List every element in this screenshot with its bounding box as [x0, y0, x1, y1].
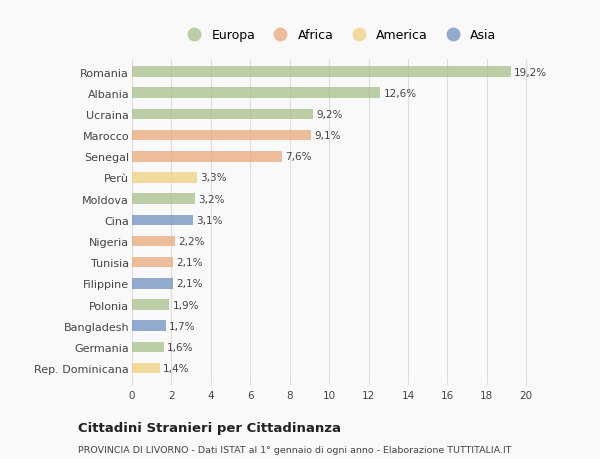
- Text: 2,1%: 2,1%: [176, 257, 203, 268]
- Bar: [132, 300, 169, 310]
- Bar: [132, 67, 511, 78]
- Text: 12,6%: 12,6%: [383, 89, 416, 99]
- Bar: [132, 257, 173, 268]
- Bar: [132, 109, 313, 120]
- Text: 1,4%: 1,4%: [163, 363, 189, 373]
- Text: Cittadini Stranieri per Cittadinanza: Cittadini Stranieri per Cittadinanza: [78, 421, 341, 434]
- Text: 19,2%: 19,2%: [514, 67, 547, 78]
- Text: PROVINCIA DI LIVORNO - Dati ISTAT al 1° gennaio di ogni anno - Elaborazione TUTT: PROVINCIA DI LIVORNO - Dati ISTAT al 1° …: [78, 445, 511, 454]
- Bar: [132, 130, 311, 141]
- Text: 9,1%: 9,1%: [314, 131, 341, 141]
- Bar: [132, 173, 197, 183]
- Legend: Europa, Africa, America, Asia: Europa, Africa, America, Asia: [176, 24, 502, 47]
- Bar: [132, 279, 173, 289]
- Bar: [132, 321, 166, 331]
- Text: 1,9%: 1,9%: [172, 300, 199, 310]
- Text: 3,3%: 3,3%: [200, 173, 227, 183]
- Text: 1,6%: 1,6%: [167, 342, 193, 352]
- Bar: [132, 342, 164, 353]
- Text: 2,2%: 2,2%: [178, 236, 205, 246]
- Bar: [132, 151, 282, 162]
- Text: 3,1%: 3,1%: [196, 215, 223, 225]
- Text: 2,1%: 2,1%: [176, 279, 203, 289]
- Text: 3,2%: 3,2%: [198, 194, 224, 204]
- Bar: [132, 236, 175, 247]
- Bar: [132, 215, 193, 226]
- Bar: [132, 88, 380, 99]
- Text: 7,6%: 7,6%: [285, 152, 311, 162]
- Text: 9,2%: 9,2%: [316, 110, 343, 120]
- Bar: [132, 194, 195, 204]
- Bar: [132, 363, 160, 374]
- Text: 1,7%: 1,7%: [169, 321, 195, 331]
